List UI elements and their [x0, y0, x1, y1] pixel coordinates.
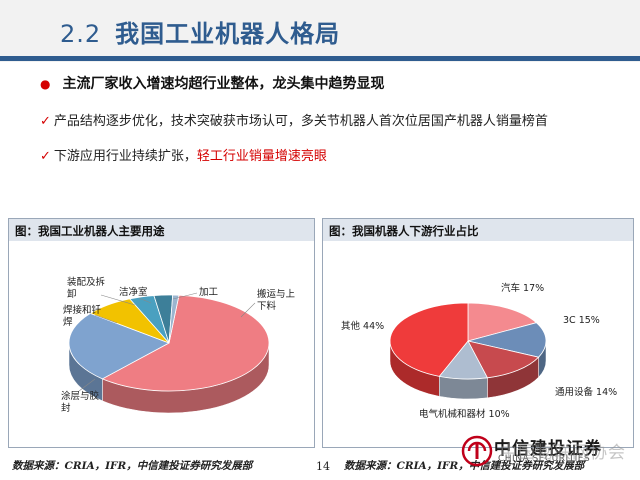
pie-label: 3C 15% [563, 315, 600, 326]
slide-header [0, 0, 640, 62]
pie-slice [101, 294, 270, 392]
pie-slice [467, 302, 538, 342]
pie-slice [389, 302, 469, 377]
header-rule [0, 56, 640, 61]
checkmark-icon: ✓ [40, 149, 51, 164]
sub-bullet-1-text: 产品结构逐步优化，技术突破获市场认可，多关节机器人首次位居国产机器人销量榜首 [53, 114, 548, 129]
pie-label: 下料 [257, 300, 277, 312]
pie-label: 加工 [199, 287, 219, 298]
pie-slice-side [439, 376, 488, 400]
left-caption-band [9, 219, 314, 241]
pie-slice [68, 312, 170, 380]
pie-label: 卸 [67, 288, 77, 300]
pie-label: 电气机械和器材 10% [419, 408, 510, 420]
sub-bullet-1: ✓ 产品结构逐步优化，技术突破获市场认可，多关节机器人首次位居国产机器人销量榜首 [40, 110, 548, 129]
pie-leader-line [172, 292, 198, 300]
sub-bullet-2: ✓ 下游应用行业持续扩张，轻工行业销量增速亮眼 [40, 145, 327, 164]
pie-label: 装配及拆 [67, 276, 106, 288]
watermark: 中国物联网协会 [500, 443, 626, 463]
brand-name-en: CHINA SECURITIES [498, 454, 591, 464]
sub-bullet-2-prefix: 下游应用行业持续扩张， [53, 149, 197, 164]
source-note-right: 数据来源：CRIA，IFR，中信建投证券研究发展部 [344, 460, 585, 472]
left-figure-caption: 图：我国工业机器人主要用途 [15, 224, 165, 238]
pie-label: 焊接和钎 [63, 304, 102, 316]
pie-label: 汽车 17% [501, 282, 544, 294]
pie-leader-line [100, 294, 136, 306]
pie-leader-line [78, 378, 96, 392]
pie-slice [467, 322, 547, 358]
bullet-dot-icon: ● [40, 77, 51, 91]
pie-label: 其他 44% [341, 320, 384, 332]
checkmark-icon: ✓ [40, 114, 51, 129]
pie-leader-line [94, 314, 118, 324]
right-figure-caption: 图：我国机器人下游行业占比 [329, 224, 479, 238]
right-figure-panel: 图：我国机器人下游行业占比 汽车 17% 3C 15% 通用设备 14% 电气机械和器… [322, 218, 634, 448]
brand-logo: 中信建投证券 CHINA SECURITIES [458, 430, 634, 478]
section-title: 我国工业机器人格局 [115, 20, 341, 48]
pie-leader-line [240, 302, 256, 318]
pie-label: 涂层与胶 [61, 390, 100, 402]
pie-label: 洁净室 [119, 286, 148, 298]
pie-label: 通用设备 14% [555, 386, 617, 398]
main-bullet: ● 主流厂家收入增速均超行业整体，龙头集中趋势显现 [40, 73, 384, 93]
main-bullet-text: 主流厂家收入增速均超行业整体，龙头集中趋势显现 [62, 76, 385, 92]
pie-label: 焊 [63, 316, 73, 328]
pie-slice [168, 294, 180, 344]
left-figure-panel: 图：我国工业机器人主要用途 搬运与上 下料涂层与胶封 焊接和钎焊 装配及拆卸 洁净室 加工 [8, 218, 315, 448]
right-caption-band [323, 219, 633, 241]
pie-label: 封 [61, 402, 71, 414]
sub-bullet-2-highlight: 轻工行业销量增速亮眼 [196, 149, 327, 164]
pie-leader-line [138, 297, 152, 304]
slide-title: 2.2 我国工业机器人格局 [60, 14, 340, 49]
industry-pie-chart: 汽车 17% 3C 15% 通用设备 14% 电气机械和器材 10% 其他 44% [341, 282, 617, 420]
page-number: 14 [316, 460, 330, 473]
section-number: 2.2 [60, 20, 102, 48]
brand-emblem-icon [461, 435, 493, 467]
pie-label: 搬运与上 [257, 288, 296, 300]
pie-slice [467, 340, 540, 379]
source-note-left: 数据来源：CRIA，IFR，中信建投证券研究发展部 [12, 460, 253, 472]
brand-name-cn: 中信建投证券 [494, 439, 602, 459]
